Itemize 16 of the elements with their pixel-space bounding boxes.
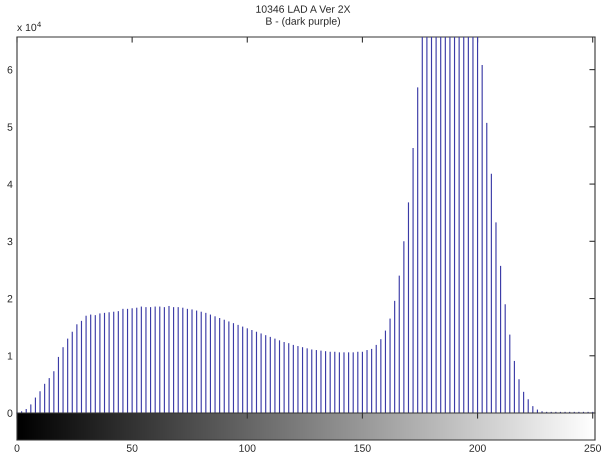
y-tick-label: 0 [7, 410, 12, 417]
y-tick-label: 6 [8, 66, 12, 74]
x-tick-label: 50 [126, 444, 138, 452]
y-tick-label: 2 [8, 295, 12, 302]
x-tick-label: 0 [14, 444, 20, 452]
y-tick-label: 4 [7, 180, 13, 188]
chart-title: 10346 LAD A Ver 2X [256, 5, 350, 13]
x-tick-label: 100 [239, 444, 256, 452]
text: x 10$^{4}$ [17, 22, 42, 32]
x-tick-label: 200 [469, 444, 486, 452]
y-tick-label: 5 [7, 123, 12, 131]
y-tick-label: 1 [8, 352, 12, 360]
x-tick-label: 250 [584, 444, 601, 452]
y-tick-label: 3 [7, 238, 12, 246]
x-tick-label: 150 [354, 444, 371, 452]
chart-subtitle: B - (dark purple) [266, 17, 340, 27]
